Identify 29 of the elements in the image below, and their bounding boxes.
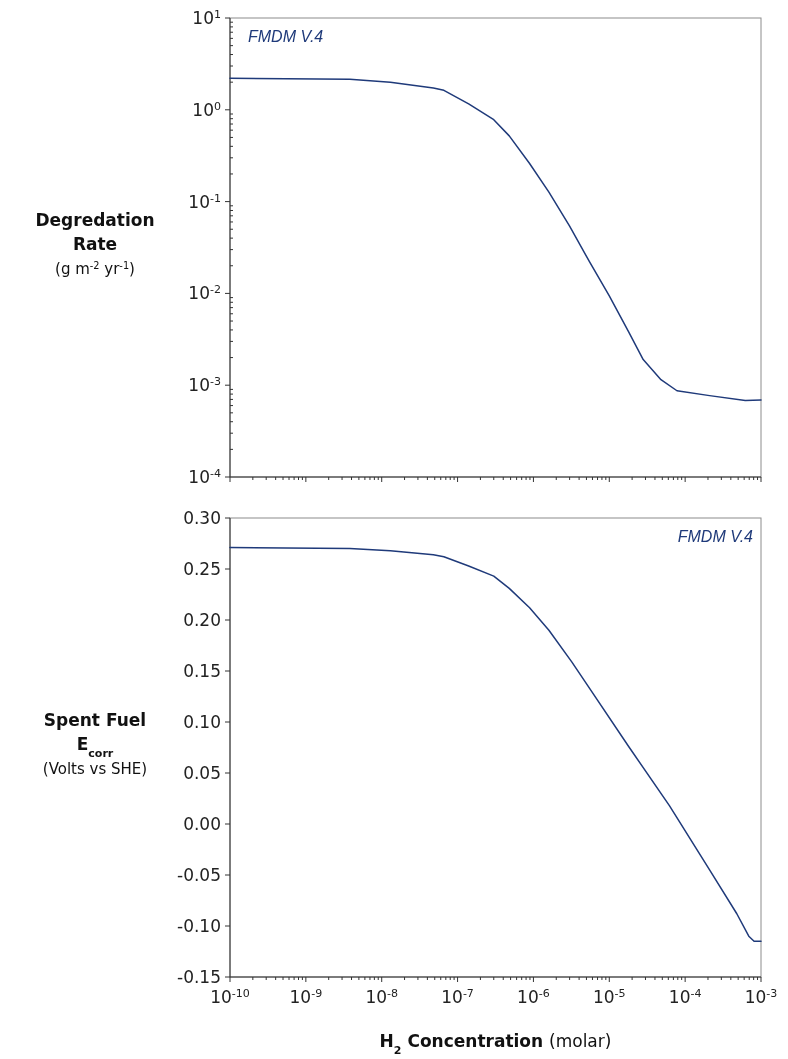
x-tick-label: 10$^{-5}$ — [592, 986, 626, 1007]
annotation: FMDM V.4 — [677, 528, 754, 545]
y-tick-label: 0.05 — [183, 763, 221, 783]
x-tick-label: 10$^{-8}$ — [365, 986, 399, 1007]
y-tick-label: 0.15 — [183, 661, 221, 681]
y-tick-label: 10$^{-2}$ — [188, 282, 221, 304]
annotation: FMDM V.4 — [248, 28, 324, 45]
y-tick-label: -0.15 — [177, 967, 221, 987]
x-tick-label: 10$^{-7}$ — [441, 986, 474, 1007]
y-tick-label: -0.05 — [177, 865, 221, 885]
x-tick-label: 10$^{-4}$ — [668, 986, 702, 1007]
y-tick-label: 0.00 — [183, 814, 221, 834]
y-tick-label: 10$^{-4}$ — [188, 466, 221, 487]
y-tick-label: 0.30 — [183, 508, 221, 528]
y-tick-label: 10$^{1}$ — [192, 7, 221, 28]
y-tick-label: 10$^{0}$ — [192, 99, 221, 120]
y-tick-label: 10$^{-1}$ — [188, 191, 221, 212]
y-tick-label: 0.20 — [183, 610, 221, 630]
y-axis-title: Spent Fuel E$_{corr}$ (Volts vs SHE) — [42, 709, 148, 778]
x-tick-label: 10$^{-9}$ — [289, 986, 323, 1007]
x-tick-label: 10$^{-6}$ — [517, 986, 550, 1007]
x-axis-title: H$_{2}$ Concentration (molar) — [379, 1031, 612, 1057]
y-axis-title: Degredation Rate (g m$^{-2}$ yr$^{-1}$) — [35, 209, 155, 278]
y-tick-label: 0.10 — [183, 712, 221, 732]
x-tick-label: 10$^{-3}$ — [744, 986, 778, 1007]
y-tick-label: 0.25 — [183, 559, 221, 579]
y-tick-label: 10$^{-3}$ — [188, 374, 221, 396]
x-tick-label: 10$^{-10}$ — [210, 986, 250, 1007]
y-tick-label: -0.10 — [177, 916, 221, 936]
